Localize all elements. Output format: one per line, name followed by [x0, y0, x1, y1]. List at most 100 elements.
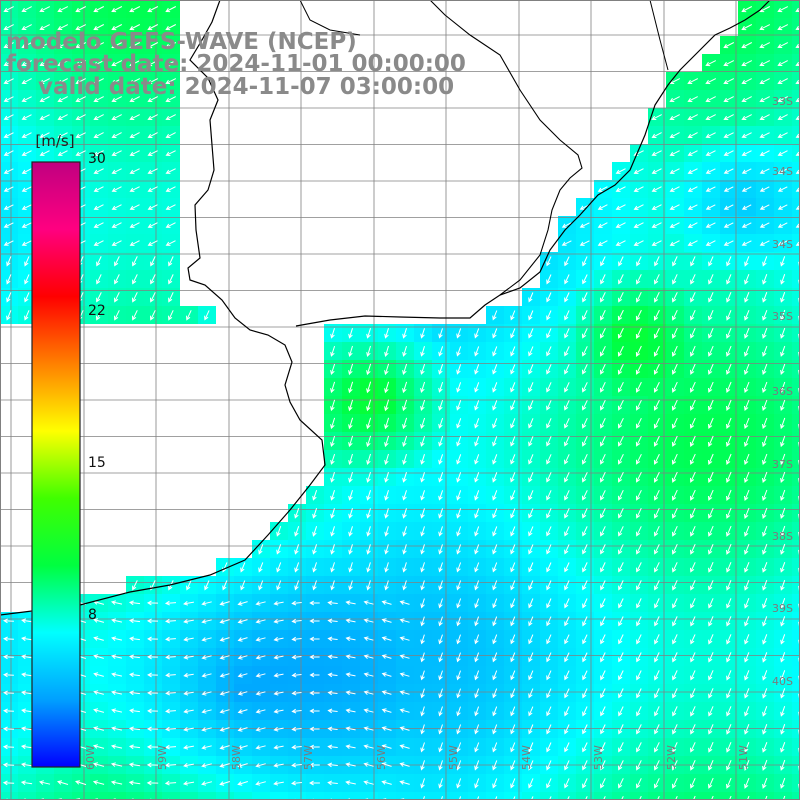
wind-arrow — [492, 526, 498, 537]
wind-arrow — [345, 708, 356, 714]
wind-arrow — [363, 654, 374, 659]
wind-arrow — [564, 274, 570, 285]
speed-cell — [792, 432, 800, 450]
wind-arrow — [291, 744, 302, 750]
wind-arrow — [510, 706, 516, 717]
wind-arrow — [164, 744, 177, 750]
wind-arrow — [147, 186, 158, 192]
wind-arrow — [510, 544, 516, 555]
wind-arrow — [132, 292, 138, 303]
wind-arrow — [75, 78, 86, 84]
wind-arrow — [546, 256, 552, 267]
wind-arrow — [3, 204, 14, 210]
wind-arrow — [564, 526, 570, 537]
wind-arrow — [129, 42, 141, 49]
wind-arrow — [561, 240, 572, 246]
wind-arrow — [438, 580, 443, 591]
wind-arrow — [744, 652, 750, 663]
wind-arrow — [492, 364, 498, 375]
speed-cell — [792, 378, 800, 396]
wind-arrow — [168, 310, 174, 321]
wind-arrow — [492, 670, 498, 681]
wind-arrow — [420, 346, 425, 357]
wind-arrow — [348, 508, 353, 519]
wind-arrow — [363, 672, 374, 677]
speed-cell — [792, 738, 800, 756]
forecast-date: forecast date: 2024-11-01 00:00:00 — [6, 51, 466, 77]
wind-arrow — [546, 598, 552, 609]
wind-arrow — [708, 345, 714, 357]
wind-arrow — [564, 400, 570, 411]
wind-arrow — [597, 240, 608, 246]
wind-arrow — [546, 382, 552, 393]
wind-arrow — [75, 96, 86, 102]
wind-arrow — [474, 418, 480, 429]
wind-arrow — [294, 562, 300, 573]
wind-arrow — [564, 778, 570, 789]
wind-arrow — [309, 654, 320, 660]
wind-arrow — [183, 654, 194, 660]
speed-cell — [18, 792, 36, 800]
wind-arrow — [327, 780, 338, 786]
wind-arrow — [309, 618, 320, 624]
wind-arrow — [726, 345, 732, 357]
wind-arrow — [456, 760, 462, 771]
latitude-label: 40S — [772, 675, 793, 688]
wind-arrow — [780, 724, 786, 735]
wind-arrow — [759, 78, 770, 84]
wind-arrow — [21, 42, 32, 48]
wind-arrow — [564, 652, 570, 663]
wind-arrow — [600, 453, 606, 465]
wind-arrow — [312, 526, 318, 537]
wind-arrow — [582, 778, 588, 789]
wind-arrow — [708, 670, 714, 681]
wind-arrow — [219, 601, 230, 606]
wind-arrow — [438, 706, 443, 717]
wind-arrow — [744, 616, 750, 627]
wind-arrow — [165, 132, 176, 138]
wind-arrow — [399, 672, 410, 677]
wind-arrow — [111, 726, 123, 731]
wind-arrow — [762, 489, 768, 501]
wind-arrow — [165, 240, 176, 246]
wind-arrow — [327, 726, 338, 732]
wind-arrow — [762, 688, 768, 699]
wind-arrow — [654, 688, 660, 699]
wind-arrow — [96, 310, 102, 321]
wind-arrow — [708, 724, 714, 735]
wind-arrow — [705, 114, 716, 120]
wind-arrow — [708, 634, 714, 645]
wind-arrow — [3, 42, 14, 48]
longitude-label: 59W — [156, 745, 169, 770]
wind-arrow — [456, 616, 461, 627]
wind-arrow — [420, 435, 426, 447]
wind-arrow — [780, 598, 786, 609]
wind-arrow — [528, 652, 534, 663]
wind-arrow — [165, 42, 177, 49]
wind-arrow — [564, 292, 570, 303]
wind-arrow — [636, 760, 642, 771]
wind-arrow — [291, 654, 302, 660]
wind-arrow — [726, 292, 732, 303]
wind-arrow — [528, 490, 534, 501]
wind-arrow — [528, 454, 534, 465]
wind-arrow — [402, 345, 407, 357]
wind-arrow — [164, 762, 177, 768]
speed-cell — [774, 792, 792, 800]
wind-arrow — [618, 742, 624, 753]
wind-arrow — [582, 310, 588, 321]
wind-arrow — [114, 310, 120, 321]
wind-arrow — [3, 672, 14, 678]
latitude-label: 34S — [772, 238, 793, 251]
wind-arrow — [474, 598, 480, 609]
wind-arrow — [402, 381, 408, 394]
wind-arrow — [510, 616, 516, 627]
wind-arrow — [20, 726, 33, 732]
wind-arrow — [690, 507, 696, 519]
wind-arrow — [255, 637, 266, 642]
wind-arrow — [654, 724, 660, 735]
wind-arrow — [741, 240, 752, 246]
wind-arrow — [618, 453, 624, 465]
wind-arrow — [294, 580, 300, 591]
wind-arrow — [146, 618, 159, 624]
